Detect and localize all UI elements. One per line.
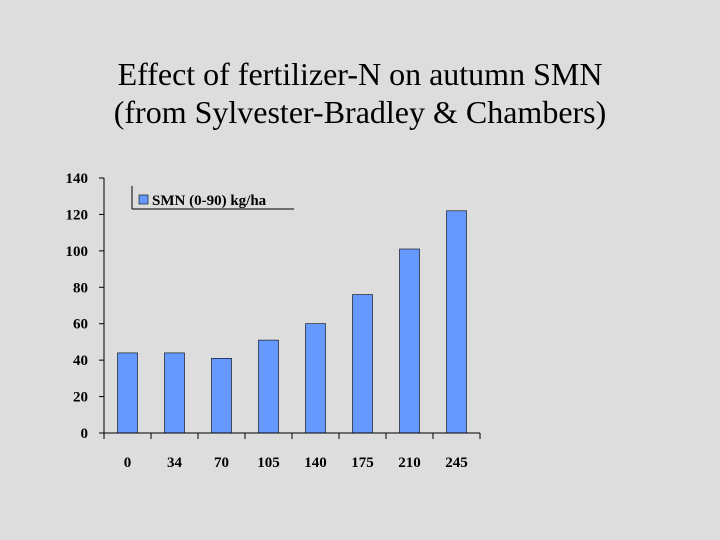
bar-105 [258, 339, 279, 434]
bar-70 [211, 357, 232, 434]
x-tick-label-175: 175 [351, 455, 374, 471]
bar-245 [446, 210, 467, 434]
x-tick-label-70: 70 [214, 455, 229, 471]
slide-title-line-1: Effect of fertilizer-N on autumn SMN [117, 56, 603, 92]
x-tick-label-210: 210 [398, 455, 421, 471]
y-tick-label-0: 0 [81, 426, 89, 442]
x-tick-label-245: 245 [445, 455, 468, 471]
bar-0 [117, 352, 138, 434]
y-tick-label-20: 20 [73, 390, 88, 406]
slide-title: Effect of fertilizer-N on autumn SMN (fr… [0, 55, 720, 131]
bar-175 [352, 294, 373, 434]
y-tick-label-140: 140 [66, 171, 89, 187]
slide-title-line-2: (from Sylvester-Bradley & Chambers) [113, 94, 607, 130]
y-tick-label-80: 80 [73, 280, 88, 296]
legend-label: SMN (0-90) kg/ha [152, 193, 267, 209]
x-tick-label-105: 105 [257, 455, 280, 471]
x-tick-label-140: 140 [304, 455, 327, 471]
x-tick-label-34: 34 [167, 455, 183, 471]
x-tick-label-0: 0 [124, 455, 132, 471]
legend-swatch [138, 194, 149, 205]
y-tick-label-40: 40 [73, 353, 88, 369]
y-tick-label-60: 60 [73, 317, 88, 333]
bar-210 [399, 248, 420, 434]
bar-140 [305, 323, 326, 434]
y-tick-label-100: 100 [66, 244, 89, 260]
bar-34 [164, 352, 185, 434]
y-tick-label-120: 120 [66, 207, 89, 223]
